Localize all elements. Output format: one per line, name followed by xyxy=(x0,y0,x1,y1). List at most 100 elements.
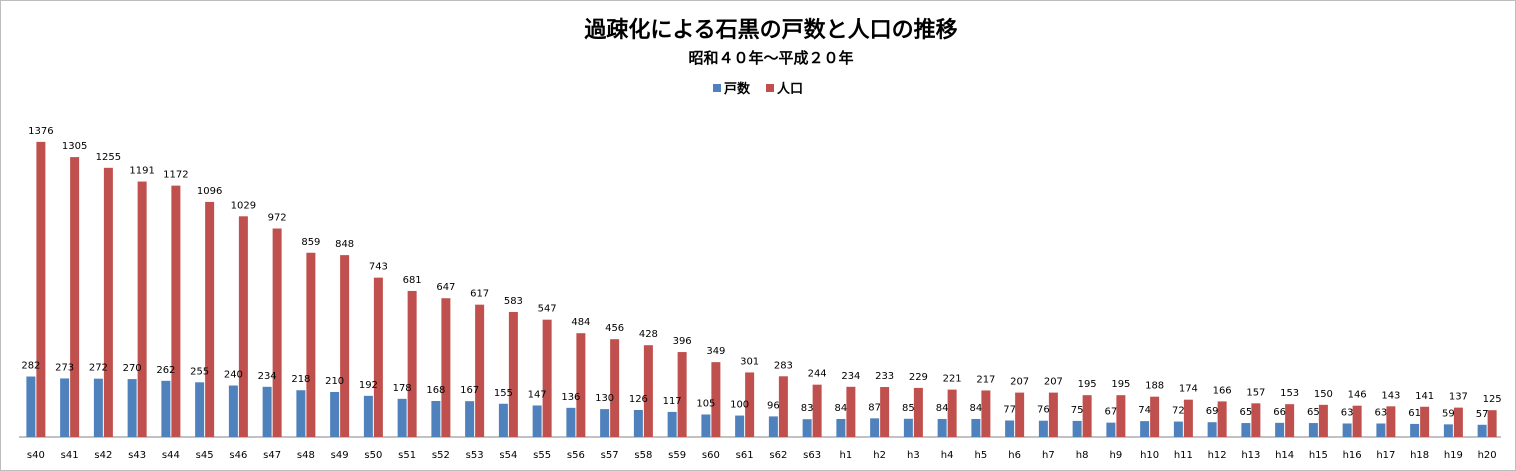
bar-households-s54 xyxy=(498,403,508,437)
bar-households-h12 xyxy=(1207,422,1217,437)
category-label-h14: h14 xyxy=(1275,450,1294,461)
value-label-population-s45: 1096 xyxy=(197,186,222,197)
value-label-population-s62: 283 xyxy=(774,360,793,371)
value-label-population-s54: 583 xyxy=(504,296,523,307)
value-label-population-h10: 188 xyxy=(1145,381,1164,392)
category-label-h15: h15 xyxy=(1309,450,1328,461)
value-label-population-h5: 217 xyxy=(976,374,995,385)
value-label-population-h4: 221 xyxy=(943,374,962,385)
legend: 戸数 人口 xyxy=(713,81,803,97)
category-label-s45: s45 xyxy=(196,450,214,461)
value-label-households-s49: 210 xyxy=(325,376,344,387)
bar-households-s52 xyxy=(431,400,441,437)
bar-households-s50 xyxy=(363,395,373,437)
value-label-households-s55: 147 xyxy=(528,389,547,400)
legend-label-households: 戸数 xyxy=(724,81,751,97)
bar-population-h14 xyxy=(1285,404,1295,437)
value-label-households-s43: 270 xyxy=(123,363,142,374)
value-label-population-h19: 137 xyxy=(1449,392,1468,403)
category-label-s50: s50 xyxy=(364,450,382,461)
bar-population-s40 xyxy=(36,141,46,437)
category-label-s47: s47 xyxy=(263,450,281,461)
bar-population-s54 xyxy=(508,311,518,437)
bar-households-s59 xyxy=(667,411,677,437)
value-label-households-h7: 76 xyxy=(1037,405,1050,416)
value-label-households-h4: 84 xyxy=(936,403,949,414)
value-label-households-h8: 75 xyxy=(1071,405,1084,416)
value-label-households-h11: 72 xyxy=(1172,406,1185,417)
bar-households-h15 xyxy=(1308,423,1318,437)
value-label-households-s46: 240 xyxy=(224,370,243,381)
value-label-households-s52: 168 xyxy=(426,385,445,396)
bar-population-h12 xyxy=(1217,401,1227,437)
bar-population-h19 xyxy=(1453,407,1463,437)
value-label-population-s57: 456 xyxy=(605,323,624,334)
category-label-s42: s42 xyxy=(94,450,112,461)
bar-households-s53 xyxy=(465,401,475,437)
bars-group xyxy=(26,141,1497,437)
value-label-households-s60: 105 xyxy=(696,398,715,409)
category-label-h9: h9 xyxy=(1110,450,1123,461)
value-label-households-s50: 192 xyxy=(359,380,378,391)
value-label-households-h14: 66 xyxy=(1273,407,1286,418)
bar-households-h2 xyxy=(870,418,880,437)
value-label-population-s52: 647 xyxy=(436,282,455,293)
value-label-households-s56: 136 xyxy=(561,392,580,403)
value-label-households-h12: 69 xyxy=(1206,406,1219,417)
value-label-population-s49: 848 xyxy=(335,239,354,250)
chart-title: 過疎化による石黒の戸数と人口の推移 xyxy=(584,17,957,43)
bar-population-h9 xyxy=(1116,395,1126,437)
value-label-households-h16: 63 xyxy=(1341,407,1354,418)
bar-population-s59 xyxy=(677,352,687,437)
value-label-households-h17: 63 xyxy=(1375,407,1388,418)
category-label-h5: h5 xyxy=(975,450,988,461)
bar-households-h13 xyxy=(1241,423,1251,437)
bar-population-s57 xyxy=(610,339,620,437)
bar-households-s45 xyxy=(195,382,205,437)
bar-population-h11 xyxy=(1183,399,1193,437)
value-label-households-h1: 84 xyxy=(835,403,848,414)
value-label-households-h18: 61 xyxy=(1408,408,1421,419)
bar-population-s48 xyxy=(306,252,316,437)
bar-households-s48 xyxy=(296,390,306,437)
bar-households-s51 xyxy=(397,398,407,437)
value-label-population-h8: 195 xyxy=(1078,379,1097,390)
value-label-households-s53: 167 xyxy=(460,385,479,396)
value-label-households-s40: 282 xyxy=(21,361,40,372)
value-label-households-s41: 273 xyxy=(55,362,74,373)
value-label-population-s60: 349 xyxy=(706,346,725,357)
category-label-s41: s41 xyxy=(61,450,79,461)
category-label-h20: h20 xyxy=(1478,450,1497,461)
value-label-households-s47: 234 xyxy=(258,371,277,382)
bar-population-h6 xyxy=(1015,392,1025,437)
value-label-households-h2: 87 xyxy=(868,402,881,413)
bar-population-s44 xyxy=(171,185,181,437)
bar-households-s41 xyxy=(60,378,70,437)
value-label-population-h7: 207 xyxy=(1044,377,1063,388)
value-label-population-h11: 174 xyxy=(1179,384,1198,395)
value-label-population-s58: 428 xyxy=(639,329,658,340)
value-label-households-s62: 96 xyxy=(767,400,780,411)
value-label-population-h20: 125 xyxy=(1483,394,1502,405)
category-labels-group: s40 s41 s42 s43 s44 s45 s46 s47 s48 s49 s50 s51 s52 s… xyxy=(27,450,1497,461)
bar-households-s46 xyxy=(228,385,238,437)
category-label-s59: s59 xyxy=(668,450,686,461)
value-label-population-s63: 244 xyxy=(808,369,827,380)
bar-population-s49 xyxy=(340,255,350,437)
category-label-h10: h10 xyxy=(1140,450,1159,461)
bar-households-s44 xyxy=(161,380,171,437)
bar-households-s60 xyxy=(701,414,711,437)
bar-population-s47 xyxy=(272,228,282,437)
category-label-s46: s46 xyxy=(229,450,247,461)
bar-households-s55 xyxy=(532,405,542,437)
value-label-population-s51: 681 xyxy=(403,275,422,286)
bar-population-h16 xyxy=(1352,405,1362,437)
value-label-population-s47: 972 xyxy=(268,213,287,224)
bar-population-h13 xyxy=(1251,403,1261,437)
value-label-households-s54: 155 xyxy=(494,388,513,399)
bar-households-h6 xyxy=(1005,420,1015,437)
bar-population-h5 xyxy=(981,390,991,437)
bar-households-h17 xyxy=(1376,423,1386,437)
bar-population-s42 xyxy=(103,167,113,437)
